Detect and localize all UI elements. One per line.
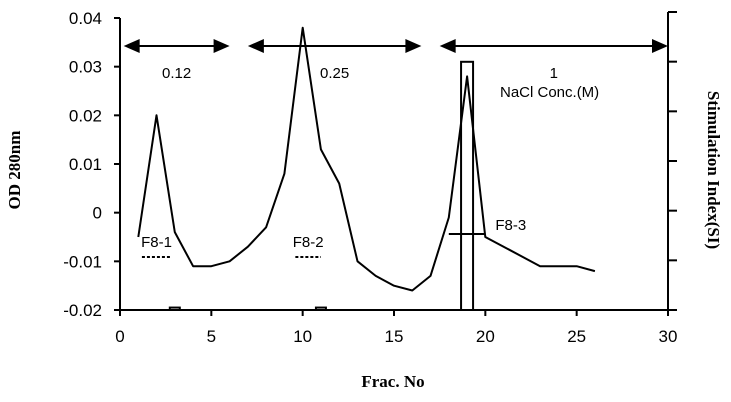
fraction-label: F8-2 bbox=[293, 234, 324, 251]
x-tick-label: 15 bbox=[385, 327, 404, 346]
x-tick-label: 25 bbox=[567, 327, 586, 346]
od-series-line bbox=[137, 26, 596, 292]
y2-ticks-group bbox=[668, 11, 677, 311]
nacl-arrowhead-right bbox=[405, 39, 422, 53]
x-ticks-group: 0 5 10 15 20 25 30 bbox=[115, 310, 677, 346]
x-tick-label: 10 bbox=[293, 327, 312, 346]
nacl-arrowhead-left bbox=[247, 39, 264, 53]
si-bar bbox=[460, 60, 475, 311]
nacl-arrowhead-left bbox=[439, 39, 456, 53]
x-axis-title: Frac. No bbox=[361, 372, 424, 391]
nacl-range-label: 1 bbox=[550, 65, 558, 82]
y-axis-title: OD 280nm bbox=[5, 131, 24, 210]
x-tick-label: 5 bbox=[207, 327, 216, 346]
y-tick-label: 0.03 bbox=[69, 58, 102, 77]
y-ticks-group: -0.02 -0.01 0 0.01 0.02 0.03 0.04 bbox=[63, 9, 120, 320]
x-tick-label: 0 bbox=[115, 327, 124, 346]
y-tick-label: -0.01 bbox=[63, 252, 102, 271]
nacl-arrowhead-right bbox=[652, 39, 668, 53]
nacl-label: NaCl Conc.(M) bbox=[500, 84, 599, 101]
nacl-arrowhead-left bbox=[123, 39, 140, 53]
series-group bbox=[137, 26, 596, 292]
fraction-label: F8-1 bbox=[141, 234, 172, 251]
y-tick-label: 0.02 bbox=[69, 106, 102, 125]
nacl-range-label: 0.25 bbox=[320, 65, 349, 82]
nacl-arrowhead-right bbox=[213, 39, 230, 53]
si-bar bbox=[168, 306, 181, 312]
y-tick-label: -0.02 bbox=[63, 301, 102, 320]
si-bars-group bbox=[168, 60, 475, 312]
fractions-group: F8-1 F8-2 F8-3 bbox=[141, 217, 526, 258]
nacl-ranges-group: 0.12 0.25 1 bbox=[123, 39, 668, 82]
y-tick-label: 0 bbox=[93, 204, 102, 223]
y-tick-label: 0.04 bbox=[69, 9, 102, 28]
x-tick-label: 30 bbox=[659, 327, 678, 346]
y-tick-label: 0.01 bbox=[69, 155, 102, 174]
nacl-range-label: 0.12 bbox=[162, 65, 191, 82]
x-tick-label: 20 bbox=[476, 327, 495, 346]
si-bar bbox=[314, 306, 327, 312]
fraction-label: F8-3 bbox=[495, 217, 526, 234]
y2-axis-title: Stimulation Index(SI) bbox=[704, 91, 723, 249]
